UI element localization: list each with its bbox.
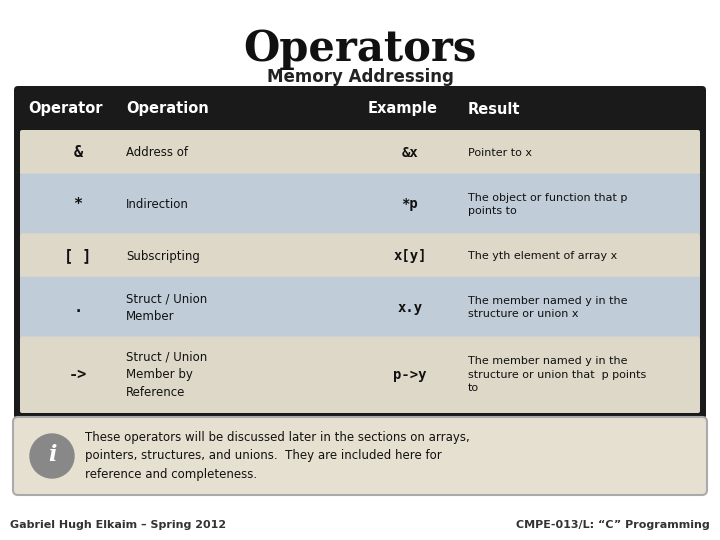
FancyBboxPatch shape [20, 336, 700, 413]
Text: Memory Addressing: Memory Addressing [266, 68, 454, 86]
Text: &x: &x [402, 146, 418, 160]
Text: The member named y in the
structure or union x: The member named y in the structure or u… [468, 296, 628, 320]
Text: x.y: x.y [397, 301, 423, 315]
Text: i: i [48, 444, 56, 466]
Circle shape [30, 434, 74, 478]
Text: ->: -> [69, 367, 87, 382]
Text: Operators: Operators [243, 28, 477, 70]
Text: Operator: Operator [28, 102, 102, 117]
Text: p->y: p->y [393, 368, 427, 382]
FancyBboxPatch shape [20, 233, 700, 279]
Text: Address of: Address of [126, 146, 188, 159]
FancyBboxPatch shape [13, 417, 707, 495]
Text: x[y]: x[y] [393, 249, 427, 263]
Text: Operation: Operation [126, 102, 209, 117]
Text: The member named y in the
structure or union that  p points
to: The member named y in the structure or u… [468, 356, 647, 393]
Text: &: & [73, 145, 83, 160]
Text: Indirection: Indirection [126, 198, 189, 211]
Text: Struct / Union
Member by
Reference: Struct / Union Member by Reference [126, 350, 207, 399]
Text: Example: Example [368, 102, 438, 117]
FancyBboxPatch shape [20, 277, 700, 339]
Text: Struct / Union
Member: Struct / Union Member [126, 292, 207, 323]
Text: *p: *p [402, 198, 418, 211]
Text: .: . [73, 300, 83, 315]
Text: Subscripting: Subscripting [126, 249, 200, 262]
Text: Result: Result [468, 102, 521, 117]
Text: *: * [73, 197, 83, 212]
Text: The object or function that p
points to: The object or function that p points to [468, 193, 627, 216]
Text: CMPE-013/L: “C” Programming: CMPE-013/L: “C” Programming [516, 520, 710, 530]
Text: The yth element of array x: The yth element of array x [468, 251, 617, 261]
FancyBboxPatch shape [20, 130, 700, 176]
FancyBboxPatch shape [14, 86, 706, 419]
FancyBboxPatch shape [20, 173, 700, 235]
Text: [ ]: [ ] [64, 248, 91, 264]
Text: Pointer to x: Pointer to x [468, 148, 532, 158]
Text: Gabriel Hugh Elkaim – Spring 2012: Gabriel Hugh Elkaim – Spring 2012 [10, 520, 226, 530]
Text: These operators will be discussed later in the sections on arrays,
pointers, str: These operators will be discussed later … [85, 431, 469, 481]
